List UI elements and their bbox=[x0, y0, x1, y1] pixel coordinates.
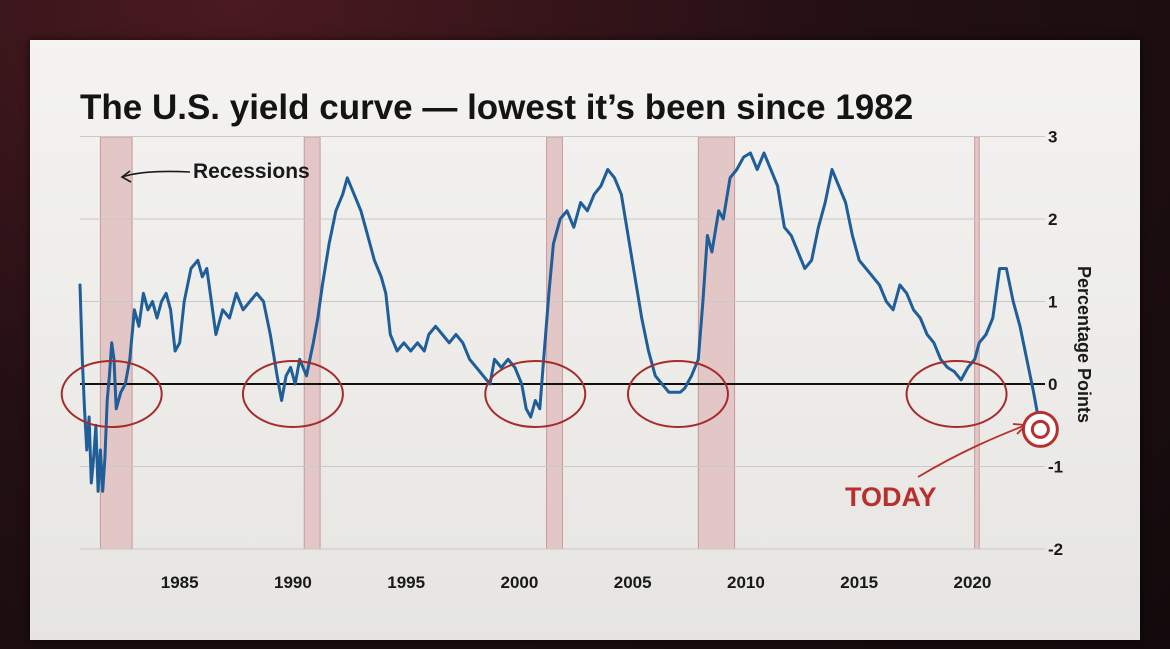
recession-band-3 bbox=[546, 136, 563, 550]
y-tick-3: 3 bbox=[1048, 128, 1057, 147]
y-tick-0: 0 bbox=[1048, 375, 1057, 394]
recessions-arrow-head bbox=[120, 170, 132, 183]
today-annotation: TODAY bbox=[845, 410, 1059, 512]
today-outer-ring bbox=[1021, 410, 1059, 448]
y-tick-1: 1 bbox=[1048, 293, 1057, 312]
yield-curve-line bbox=[78, 151, 1040, 493]
series-layer bbox=[78, 151, 1040, 493]
circled-period-5 bbox=[905, 360, 1008, 428]
grid-lines bbox=[80, 136, 1045, 550]
y-axis-ticks: -2 -1 0 1 2 3 bbox=[1048, 128, 1063, 560]
y-tick-2: 2 bbox=[1048, 210, 1057, 229]
circled-period-2 bbox=[241, 360, 344, 428]
x-tick-2020: 2020 bbox=[953, 573, 991, 592]
x-tick-1995: 1995 bbox=[387, 573, 425, 592]
circled-period-3 bbox=[484, 360, 587, 428]
today-arrow bbox=[917, 424, 1027, 478]
recessions-annotation: Recessions bbox=[120, 160, 310, 183]
yield-curve-chart: 1985 1990 1995 2000 2005 2010 2015 2020 -2 -1 0 1 2… bbox=[60, 88, 1094, 592]
recessions-label: Recessions bbox=[193, 160, 310, 183]
circle-annotations bbox=[60, 360, 1008, 428]
x-tick-1985: 1985 bbox=[161, 573, 199, 592]
y-tick--2: -2 bbox=[1048, 540, 1063, 559]
chart-panel: 1985 1990 1995 2000 2005 2010 2015 2020 -2 -1 0 1 2… bbox=[30, 40, 1140, 640]
x-tick-2015: 2015 bbox=[840, 573, 878, 592]
today-inner-ring bbox=[1030, 419, 1050, 439]
x-tick-1990: 1990 bbox=[274, 573, 312, 592]
circled-period-1 bbox=[60, 360, 163, 428]
x-axis-ticks: 1985 1990 1995 2000 2005 2010 2015 2020 bbox=[161, 573, 992, 592]
x-tick-2010: 2010 bbox=[727, 573, 765, 592]
recession-band-1 bbox=[99, 136, 133, 550]
recessions-arrow bbox=[121, 170, 191, 178]
x-tick-2005: 2005 bbox=[614, 573, 652, 592]
today-label: TODAY bbox=[845, 482, 937, 512]
y-axis-label: Percentage Points bbox=[1074, 266, 1094, 423]
today-marker bbox=[1021, 410, 1059, 448]
chart-title: The U.S. yield curve — lowest it’s been … bbox=[80, 88, 913, 127]
y-tick--1: -1 bbox=[1048, 458, 1063, 477]
recession-band-4 bbox=[697, 136, 736, 550]
x-tick-2000: 2000 bbox=[500, 573, 538, 592]
circled-period-4 bbox=[626, 360, 729, 428]
